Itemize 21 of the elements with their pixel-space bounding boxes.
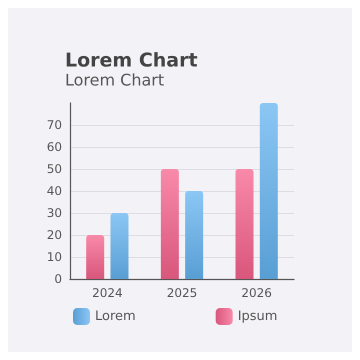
legend-label: Lorem: [95, 309, 136, 324]
bar: [236, 169, 254, 279]
y-tick-label: 10: [46, 250, 62, 264]
y-tick-label: 30: [46, 206, 62, 220]
bar: [160, 169, 179, 279]
y-tick-label: 50: [46, 162, 62, 176]
bar: [185, 191, 204, 279]
y-tick-label: 40: [46, 184, 62, 198]
bar: [110, 213, 128, 279]
bar: [86, 235, 104, 279]
y-tick-label: 0: [54, 272, 62, 286]
bar: [260, 103, 278, 279]
x-tick-label: 2025: [166, 286, 198, 300]
chart-title: Lorem Chart: [65, 50, 198, 72]
x-tick-label: 2024: [92, 286, 123, 300]
y-tick-label: 70: [46, 118, 62, 132]
y-tick-label: 20: [46, 228, 62, 242]
chart-subtitle: Lorem Chart: [65, 70, 164, 90]
x-tick-label: 2026: [241, 286, 272, 300]
y-tick-label: 60: [46, 140, 62, 154]
legend-label: Ipsum: [238, 309, 278, 324]
